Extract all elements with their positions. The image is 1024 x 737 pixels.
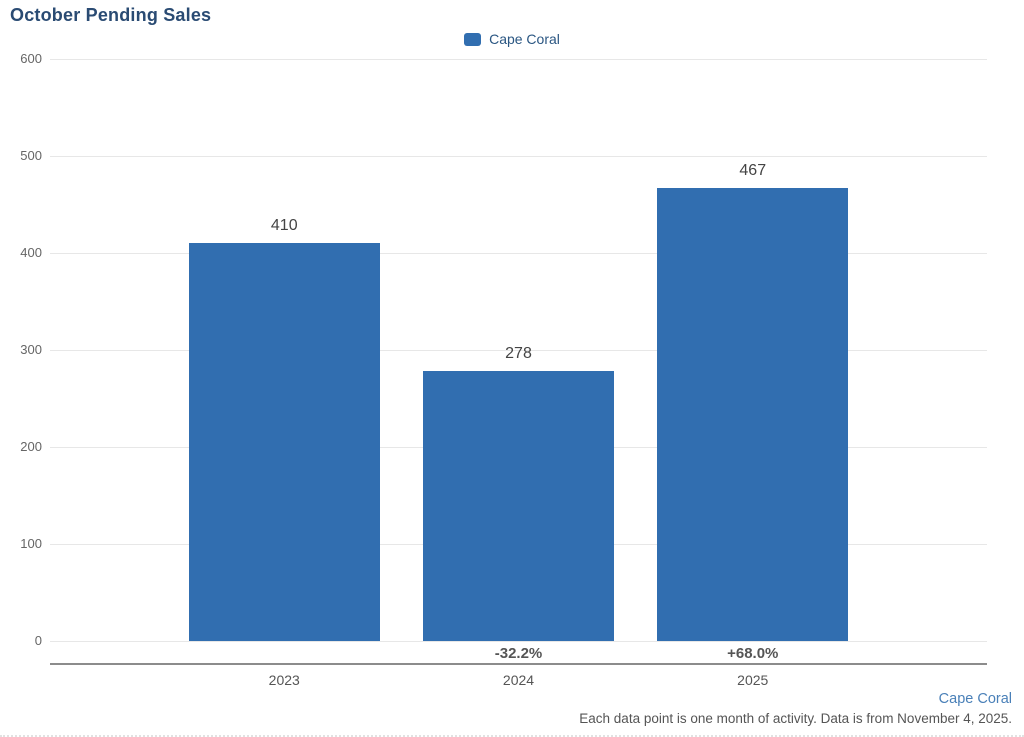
change-label-2025: +68.0%: [727, 645, 779, 662]
legend-swatch-icon: [464, 32, 482, 46]
chart-title: October Pending Sales: [10, 5, 212, 25]
footnote: Each data point is one month of activity…: [579, 711, 1012, 726]
y-axis-tick-100: 100: [20, 536, 42, 551]
bar-value-label-2024: 278: [505, 345, 532, 362]
y-axis-tick-600: 600: [20, 51, 42, 66]
footer-source-link[interactable]: Cape Coral: [938, 691, 1012, 707]
y-axis-tick-0: 0: [34, 633, 42, 648]
bar-2025[interactable]: [657, 188, 849, 641]
y-axis-tick-500: 500: [20, 148, 42, 163]
bar-2024[interactable]: [423, 371, 614, 641]
y-axis-tick-400: 400: [20, 245, 42, 260]
x-axis-label-2023: 2023: [268, 672, 300, 688]
x-axis-label-2025: 2025: [737, 672, 769, 688]
y-axis-tick-300: 300: [20, 342, 42, 357]
legend-item-cape-coral[interactable]: Cape Coral: [0, 31, 1024, 47]
plot-area: [50, 59, 987, 642]
change-label-2024: -32.2%: [494, 645, 543, 662]
gridline-300: [50, 350, 987, 351]
x-axis-line: [50, 663, 987, 665]
x-axis-label-2024: 2024: [502, 672, 535, 688]
legend-label: Cape Coral: [489, 31, 560, 47]
gridline-600: [50, 59, 987, 60]
gridline-0: [50, 641, 987, 642]
gridline-500: [50, 156, 987, 157]
gridline-400: [50, 253, 987, 254]
bar-2023[interactable]: [188, 243, 380, 641]
y-axis-tick-200: 200: [20, 439, 42, 454]
bar-value-label-2023: 410: [270, 217, 298, 234]
bar-value-label-2025: 467: [739, 162, 767, 179]
